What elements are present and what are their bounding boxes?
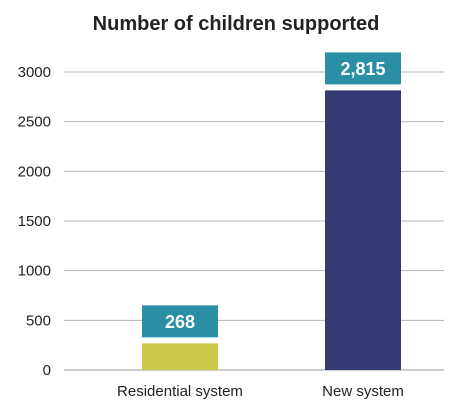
category-label: New system xyxy=(322,383,404,400)
bar xyxy=(325,90,401,371)
data-label-box xyxy=(325,52,401,85)
y-tick-label: 0 xyxy=(43,362,51,379)
y-tick-label: 2000 xyxy=(18,163,51,180)
data-label: 268 xyxy=(165,312,195,332)
y-tick-label: 1500 xyxy=(18,213,51,230)
y-tick-label: 1000 xyxy=(18,263,51,280)
data-label: 2,815 xyxy=(340,59,385,79)
category-label: Residential system xyxy=(117,383,243,400)
gridlines xyxy=(64,71,444,371)
bar xyxy=(142,343,218,370)
y-tick-label: 500 xyxy=(26,312,51,329)
y-axis-ticks: 0 500 1000 1500 2000 2500 3000 xyxy=(18,64,51,379)
y-tick-label: 2500 xyxy=(18,114,51,131)
bars xyxy=(142,90,401,371)
chart-title: Number of children supported xyxy=(93,13,380,35)
y-tick-label: 3000 xyxy=(18,64,51,81)
data-label-box xyxy=(142,305,218,338)
data-labels: 268 2,815 xyxy=(142,52,401,338)
x-axis-categories: Residential system New system xyxy=(117,383,404,400)
